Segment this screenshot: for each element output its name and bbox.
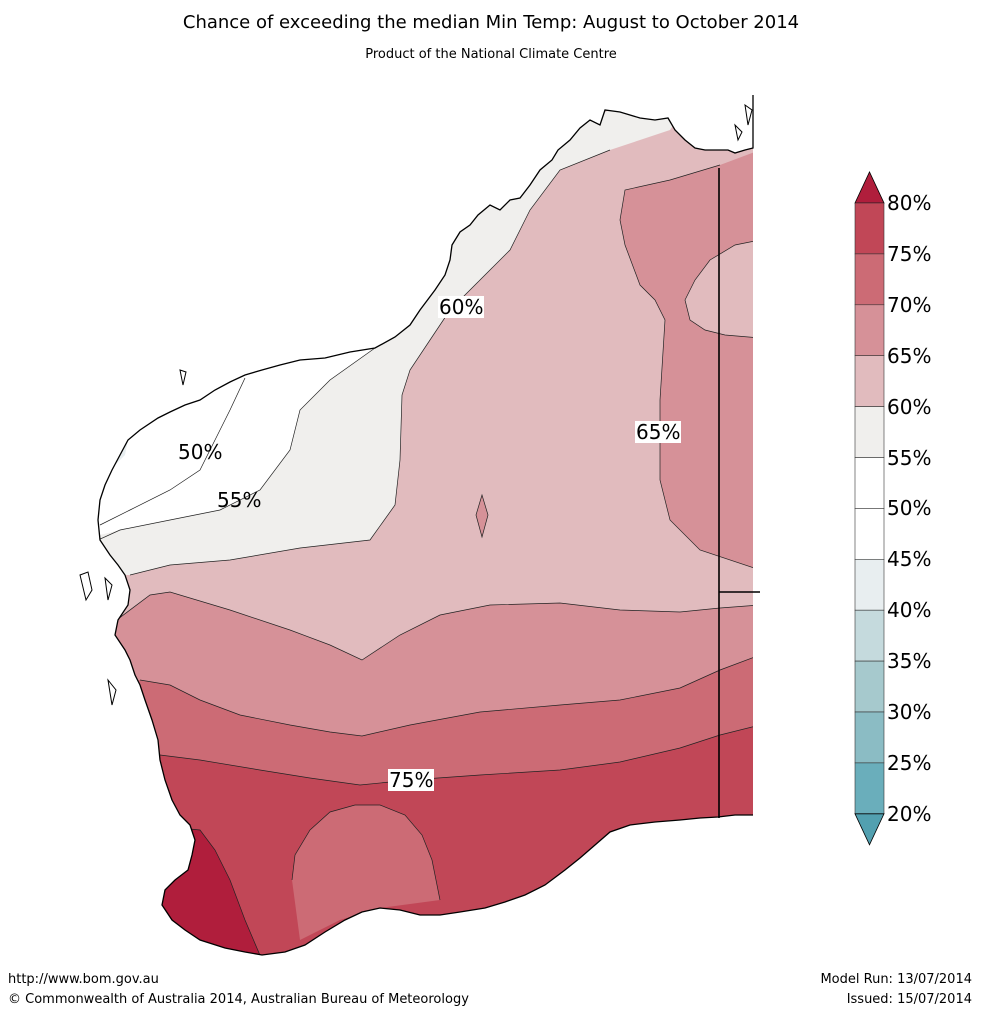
footer-copyright: © Commonwealth of Australia 2014, Austra… (8, 992, 469, 1007)
colorbar-tick-label: 25% (887, 750, 932, 775)
colorbar-segment (854, 508, 885, 560)
colorbar-segment (854, 406, 885, 458)
colorbar-tick-label: 30% (887, 700, 932, 724)
islands (79, 103, 753, 706)
colorbar-segment (854, 253, 885, 306)
colorbar-segment (854, 660, 885, 713)
colorbar-segment (854, 202, 885, 255)
contour-label-55: 55% (217, 488, 262, 512)
colorbar-tick-label: 75% (887, 241, 932, 266)
colorbar-tick-label: 20% (887, 801, 932, 826)
colorbar-tick-label: 45% (887, 547, 932, 572)
contour-label-65: 65% (635, 420, 682, 444)
footer-issued: Issued: 15/07/2014 (846, 992, 972, 1007)
colorbar-tick-label: 70% (887, 292, 932, 317)
coastline (97, 95, 754, 956)
contour-label-50: 50% (178, 440, 223, 464)
colorbar-tick-label: 50% (887, 496, 932, 521)
colorbar-tick-label: 35% (887, 649, 932, 674)
colorbar-segment (854, 711, 885, 764)
colorbar-bottom-arrow (854, 813, 885, 846)
colorbar-tick-label: 40% (887, 598, 932, 623)
footer-model-run: Model Run: 13/07/2014 (820, 972, 972, 987)
colorbar-tick-label: 65% (887, 343, 932, 368)
colorbar-segment (854, 558, 885, 611)
footer-url[interactable]: http://www.bom.gov.au (8, 972, 159, 987)
zone-70-75-inner (292, 805, 440, 940)
state-border (718, 168, 760, 818)
colorbar-tick-label: 80% (887, 191, 932, 215)
zone-60-65-inner (685, 240, 753, 338)
colorbar (854, 171, 885, 846)
colorbar-segment (854, 609, 885, 662)
colorbar-segment (854, 304, 885, 356)
contour-label-75: 75% (388, 768, 435, 792)
chart-title: Chance of exceeding the median Min Temp:… (182, 12, 800, 33)
colorbar-top-arrow (854, 171, 885, 204)
chart-subtitle: Product of the National Climate Centre (365, 47, 617, 62)
colorbar-tick-label: 60% (887, 394, 932, 419)
contour-label-60: 60% (438, 295, 485, 319)
colorbar-tick-label: 55% (887, 445, 932, 470)
colorbar-segment (854, 457, 885, 509)
colorbar-segment (854, 762, 885, 815)
colorbar-segment (854, 355, 885, 407)
